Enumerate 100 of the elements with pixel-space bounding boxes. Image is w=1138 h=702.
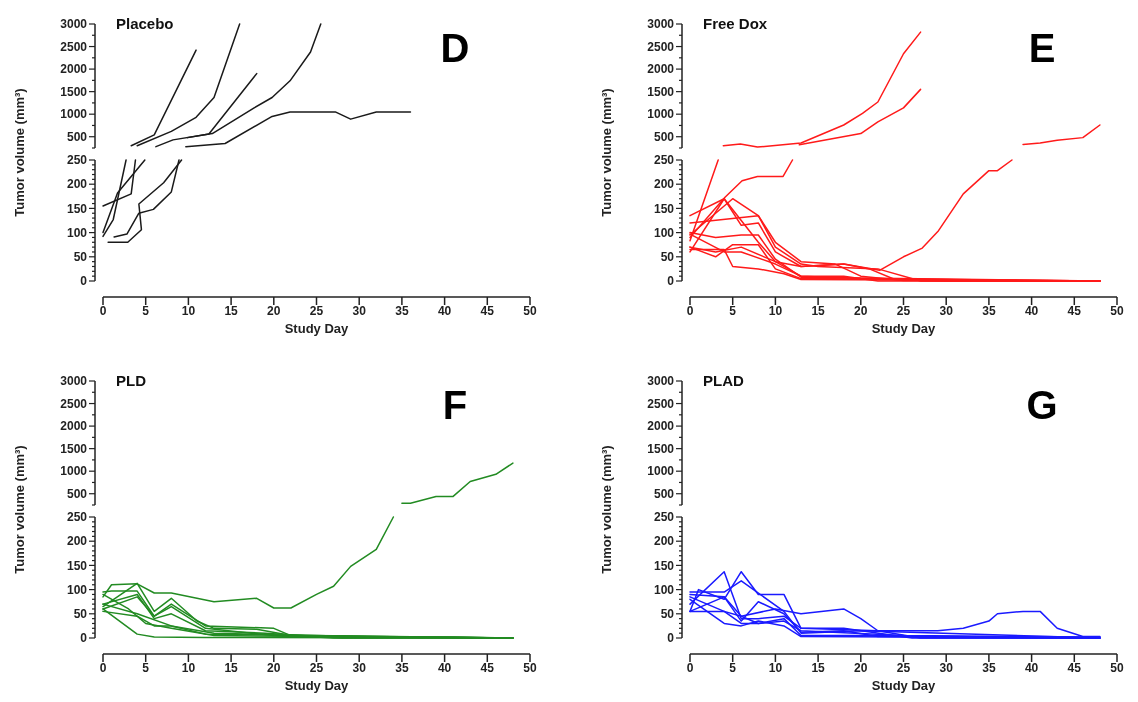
x-tick-label: 15 — [811, 661, 826, 675]
y-tick-label: 150 — [653, 558, 675, 573]
y-tick-label: 3000 — [60, 17, 88, 32]
x-tick-label: 35 — [982, 661, 996, 675]
chart-title: Free Dox — [703, 15, 768, 32]
x-tick-label: 10 — [768, 304, 783, 318]
y-tick-label: 3000 — [647, 374, 675, 389]
y-axis-title: Tumor volume (mm³) — [12, 88, 27, 217]
y-tick-label: 1500 — [60, 441, 88, 456]
y-tick-label: 0 — [80, 631, 88, 646]
y-tick-label: 2500 — [60, 39, 88, 54]
y-tick-label: 250 — [653, 510, 675, 525]
x-tick-label: 0 — [686, 304, 694, 318]
x-tick-label: 50 — [1110, 661, 1124, 675]
y-tick-label: 500 — [66, 486, 88, 501]
y-tick-label: 2500 — [60, 396, 88, 411]
x-tick-label: 45 — [480, 661, 495, 675]
x-tick-label: 30 — [939, 304, 954, 318]
x-tick-label: 15 — [224, 304, 239, 318]
x-tick-label: 5 — [729, 304, 737, 318]
y-tick-label: 1500 — [647, 84, 675, 99]
x-tick-label: 20 — [854, 304, 868, 318]
y-tick-label: 100 — [66, 582, 88, 597]
x-axis-title: Study Day — [871, 678, 937, 693]
y-tick-label: 150 — [66, 558, 88, 573]
y-tick-label: 2000 — [647, 62, 675, 77]
y-tick-label: 500 — [653, 129, 675, 144]
x-tick-label: 50 — [523, 304, 537, 318]
x-axis-title: Study Day — [284, 321, 350, 336]
x-tick-label: 25 — [309, 304, 324, 318]
y-tick-label: 250 — [66, 153, 88, 168]
x-axis-title: Study Day — [871, 321, 937, 336]
y-tick-label: 200 — [66, 177, 88, 192]
x-tick-label: 0 — [686, 661, 694, 675]
x-tick-label: 25 — [309, 661, 324, 675]
x-tick-label: 40 — [437, 661, 452, 675]
x-tick-label: 10 — [181, 661, 196, 675]
y-tick-label: 1000 — [647, 107, 675, 122]
x-tick-label: 25 — [896, 304, 911, 318]
x-tick-label: 5 — [142, 304, 150, 318]
x-tick-label: 10 — [181, 304, 196, 318]
y-tick-label: 2500 — [647, 39, 675, 54]
y-axis-title: Tumor volume (mm³) — [12, 445, 27, 574]
y-tick-label: 2500 — [647, 396, 675, 411]
x-tick-label: 35 — [982, 304, 996, 318]
annotation: E — [1028, 26, 1056, 70]
y-tick-label: 200 — [653, 177, 675, 192]
x-tick-label: 45 — [1067, 661, 1082, 675]
y-tick-label: 250 — [653, 153, 675, 168]
y-tick-label: 500 — [66, 129, 88, 144]
y-tick-label: 2000 — [647, 419, 675, 434]
x-tick-label: 30 — [352, 304, 367, 318]
y-tick-label: 100 — [653, 225, 675, 240]
y-tick-label: 100 — [66, 225, 88, 240]
x-tick-label: 0 — [99, 304, 107, 318]
x-tick-label: 0 — [99, 661, 107, 675]
x-tick-label: 50 — [523, 661, 537, 675]
y-tick-label: 50 — [73, 250, 88, 264]
y-axis-title: Tumor volume (mm³) — [599, 445, 614, 574]
y-tick-label: 150 — [653, 201, 675, 216]
x-tick-label: 50 — [1110, 304, 1124, 318]
y-tick-label: 200 — [66, 534, 88, 549]
x-tick-label: 30 — [352, 661, 367, 675]
x-tick-label: 45 — [480, 304, 495, 318]
x-tick-label: 35 — [395, 661, 409, 675]
y-tick-label: 0 — [80, 274, 88, 289]
y-tick-label: 50 — [660, 250, 675, 264]
y-tick-label: 3000 — [647, 17, 675, 32]
x-tick-label: 15 — [811, 304, 826, 318]
y-tick-label: 100 — [653, 582, 675, 597]
y-tick-label: 2000 — [60, 419, 88, 434]
x-axis-title: Study Day — [284, 678, 350, 693]
y-tick-label: 2000 — [60, 62, 88, 77]
y-tick-label: 50 — [660, 607, 675, 621]
chart-title: PLD — [116, 372, 147, 389]
x-tick-label: 40 — [1024, 661, 1039, 675]
y-tick-label: 0 — [667, 631, 675, 646]
y-tick-label: 1500 — [647, 441, 675, 456]
x-tick-label: 30 — [939, 661, 954, 675]
y-tick-label: 1000 — [647, 464, 675, 479]
x-tick-label: 20 — [267, 661, 281, 675]
y-tick-label: 200 — [653, 534, 675, 549]
x-tick-label: 25 — [896, 661, 911, 675]
x-tick-label: 35 — [395, 304, 409, 318]
y-tick-label: 0 — [667, 274, 675, 289]
x-tick-label: 10 — [768, 661, 783, 675]
annotation: F — [442, 383, 468, 427]
x-tick-label: 40 — [1024, 304, 1039, 318]
y-tick-label: 1000 — [60, 464, 88, 479]
y-tick-label: 250 — [66, 510, 88, 525]
x-tick-label: 20 — [854, 661, 868, 675]
x-tick-label: 5 — [142, 661, 150, 675]
chart-title: PLAD — [703, 372, 744, 389]
x-tick-label: 15 — [224, 661, 239, 675]
x-tick-label: 5 — [729, 661, 737, 675]
y-axis-title: Tumor volume (mm³) — [599, 88, 614, 217]
x-tick-label: 20 — [267, 304, 281, 318]
y-tick-label: 50 — [73, 607, 88, 621]
y-tick-label: 1500 — [60, 84, 88, 99]
chart-title: Placebo — [116, 15, 174, 32]
